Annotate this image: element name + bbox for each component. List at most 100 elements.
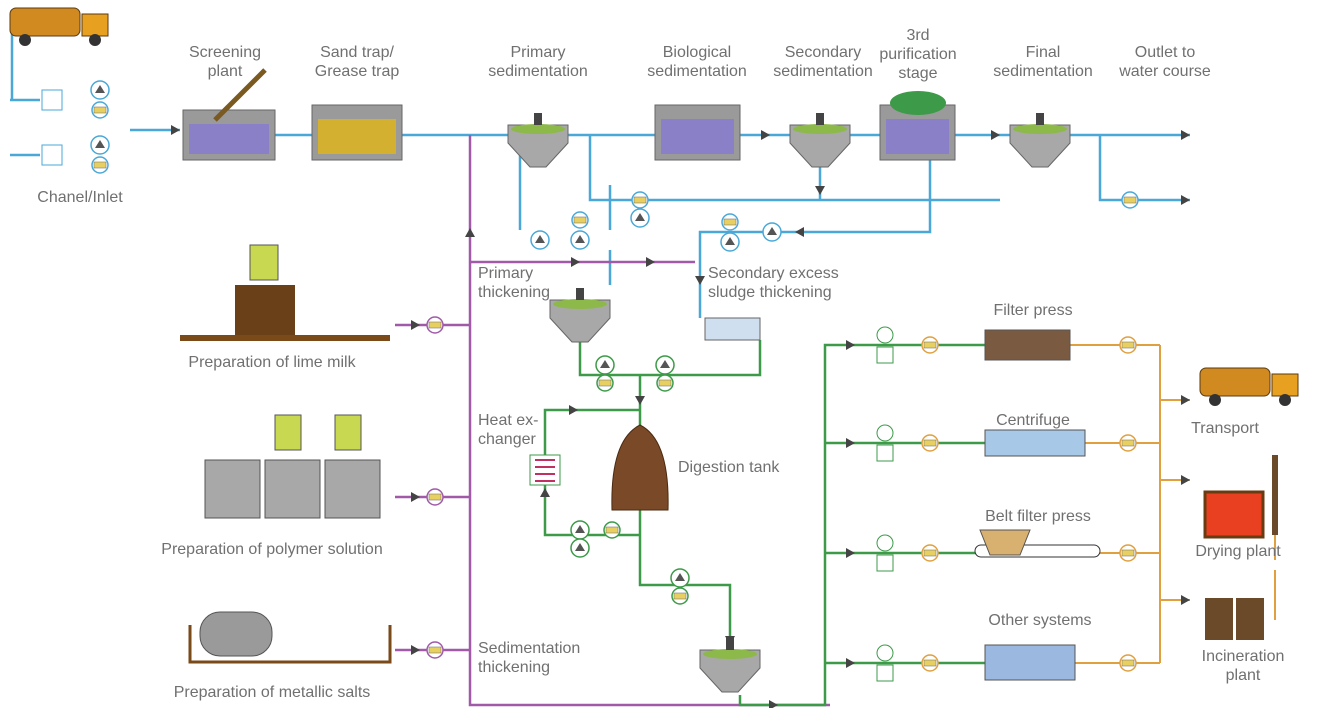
wheel	[1209, 394, 1221, 406]
valve-icon	[1122, 550, 1134, 556]
label: Sand trap/Grease trap	[315, 44, 400, 80]
flow-arrow	[846, 548, 855, 558]
label: Transport	[1191, 420, 1259, 437]
clarifier-top	[1013, 124, 1067, 134]
flow-arrow	[171, 125, 180, 135]
filter-press	[985, 330, 1070, 360]
flow-arrow	[1181, 195, 1190, 205]
tank-content	[189, 124, 269, 154]
clarifier-drive	[576, 288, 584, 300]
valve-icon	[429, 322, 441, 328]
label: Other systems	[988, 612, 1091, 629]
label: Centrifuge	[996, 412, 1070, 429]
label: Heat ex-changer	[478, 412, 538, 448]
valve-icon	[599, 380, 611, 386]
dome	[890, 91, 946, 115]
valve-icon	[924, 440, 936, 446]
label: Digestion tank	[678, 459, 780, 476]
valve-icon	[429, 647, 441, 653]
valve-icon	[724, 219, 736, 225]
centrifuge	[985, 430, 1085, 456]
flow-arrow	[1181, 475, 1190, 485]
tank-content	[886, 119, 949, 154]
flow-arrow	[465, 228, 475, 237]
label: Belt filter press	[985, 508, 1091, 525]
label: Filter press	[993, 302, 1072, 319]
polymer-tank	[205, 460, 260, 518]
screen	[42, 90, 62, 110]
clarifier-drive	[816, 113, 824, 125]
incinerator	[1236, 598, 1264, 640]
truck-cab	[82, 14, 108, 36]
valve-icon	[1122, 440, 1134, 446]
polymer-tank	[325, 460, 380, 518]
dryer	[1205, 492, 1263, 537]
thickener	[705, 318, 760, 340]
lime-tank	[235, 285, 295, 335]
flow-arrow	[411, 320, 420, 330]
polymer-tank	[265, 460, 320, 518]
label: Sedimentationthickening	[478, 640, 580, 676]
flow-arrow	[846, 438, 855, 448]
valve	[877, 327, 893, 343]
flow-arrow	[695, 276, 705, 285]
salt-tank	[200, 612, 272, 656]
valve-icon	[634, 197, 646, 203]
chemical-pipe	[395, 135, 830, 705]
clarifier-top	[553, 299, 607, 309]
screen	[42, 145, 62, 165]
flow-arrow	[646, 257, 655, 267]
label: Secondarysedimentation	[773, 44, 873, 80]
mixer	[335, 415, 361, 450]
valve-icon	[574, 217, 586, 223]
flow-arrow	[1181, 395, 1190, 405]
clarifier-top	[703, 649, 757, 659]
valve	[877, 425, 893, 441]
flow-arrow	[571, 257, 580, 267]
valve-icon	[94, 162, 106, 168]
valve-icon	[1122, 342, 1134, 348]
valve-icon	[924, 550, 936, 556]
screen	[877, 555, 893, 571]
flow-arrow	[569, 405, 578, 415]
flow-arrow	[991, 130, 1000, 140]
base	[180, 335, 390, 341]
tank-content	[661, 119, 734, 154]
digestion-tank	[612, 425, 668, 510]
flow-arrow	[635, 396, 645, 405]
wheel	[19, 34, 31, 46]
label: Incinerationplant	[1202, 648, 1285, 684]
chimney	[1272, 455, 1278, 535]
truck-body	[1200, 368, 1270, 396]
clarifier-drive	[726, 638, 734, 650]
clarifier-drive	[1036, 113, 1044, 125]
truck-cab	[1272, 374, 1298, 396]
flow-arrow	[846, 340, 855, 350]
truck-body	[10, 8, 80, 36]
flow-arrow	[411, 492, 420, 502]
valve	[877, 645, 893, 661]
lime-mixer	[250, 245, 278, 280]
label: Preparation of polymer solution	[161, 541, 382, 558]
label: Chanel/Inlet	[37, 189, 123, 206]
incinerator	[1205, 598, 1233, 640]
clarifier-top	[511, 124, 565, 134]
screen	[877, 665, 893, 681]
diagram: Screeningplant Sand trap/Grease trap Pri…	[0, 0, 1320, 708]
label: Preparation of lime milk	[188, 354, 356, 371]
valve-icon	[1124, 197, 1136, 203]
valve-icon	[659, 380, 671, 386]
flow-arrow	[411, 645, 420, 655]
flow-arrow	[1181, 130, 1190, 140]
flow-arrow	[795, 227, 804, 237]
flow-arrow	[761, 130, 770, 140]
screen	[877, 347, 893, 363]
label: Preparation of metallic salts	[174, 684, 371, 701]
valve-icon	[1122, 660, 1134, 666]
